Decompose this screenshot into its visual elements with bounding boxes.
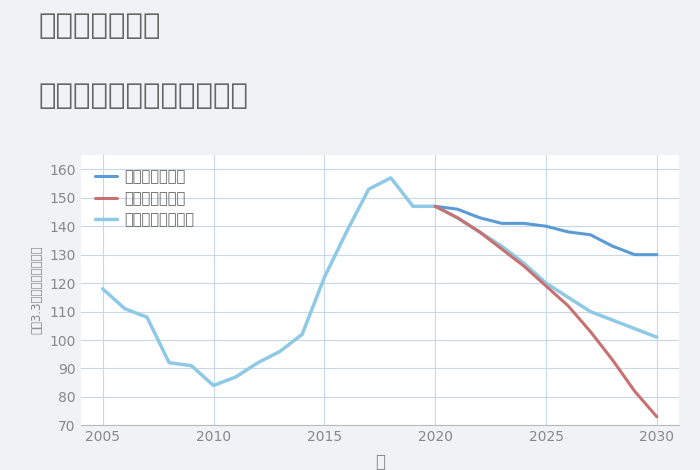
ノーマルシナリオ bbox=[409, 204, 417, 209]
ノーマルシナリオ bbox=[386, 175, 395, 180]
X-axis label: 年: 年 bbox=[374, 453, 385, 470]
バッドシナリオ bbox=[498, 246, 506, 252]
バッドシナリオ bbox=[564, 303, 573, 309]
ノーマルシナリオ bbox=[143, 314, 151, 320]
ノーマルシナリオ bbox=[232, 374, 240, 380]
Line: ノーマルシナリオ: ノーマルシナリオ bbox=[103, 178, 657, 385]
ノーマルシナリオ bbox=[276, 349, 284, 354]
ノーマルシナリオ bbox=[652, 334, 661, 340]
ノーマルシナリオ bbox=[431, 204, 440, 209]
グッドシナリオ bbox=[542, 223, 550, 229]
グッドシナリオ bbox=[475, 215, 484, 220]
グッドシナリオ bbox=[631, 252, 639, 258]
バッドシナリオ bbox=[475, 229, 484, 235]
ノーマルシナリオ bbox=[542, 280, 550, 286]
Text: 埼玉県八潮駅の: 埼玉県八潮駅の bbox=[38, 12, 161, 40]
ノーマルシナリオ bbox=[365, 187, 373, 192]
ノーマルシナリオ bbox=[631, 326, 639, 331]
ノーマルシナリオ bbox=[253, 360, 262, 366]
バッドシナリオ bbox=[652, 414, 661, 420]
Text: 中古マンションの価格推移: 中古マンションの価格推移 bbox=[38, 82, 248, 110]
ノーマルシナリオ bbox=[165, 360, 174, 366]
ノーマルシナリオ bbox=[99, 286, 107, 291]
ノーマルシナリオ bbox=[342, 229, 351, 235]
グッドシナリオ bbox=[652, 252, 661, 258]
グッドシナリオ bbox=[586, 232, 594, 237]
グッドシナリオ bbox=[498, 220, 506, 226]
ノーマルシナリオ bbox=[120, 306, 129, 312]
グッドシナリオ bbox=[564, 229, 573, 235]
バッドシナリオ bbox=[431, 204, 440, 209]
グッドシナリオ bbox=[453, 206, 461, 212]
バッドシナリオ bbox=[631, 388, 639, 394]
ノーマルシナリオ bbox=[298, 331, 307, 337]
ノーマルシナリオ bbox=[564, 295, 573, 300]
ノーマルシナリオ bbox=[475, 229, 484, 235]
ノーマルシナリオ bbox=[209, 383, 218, 388]
Line: グッドシナリオ: グッドシナリオ bbox=[435, 206, 657, 255]
グッドシナリオ bbox=[431, 204, 440, 209]
Y-axis label: 坪（3.3㎡）単価（万円）: 坪（3.3㎡）単価（万円） bbox=[31, 246, 43, 335]
グッドシナリオ bbox=[608, 243, 617, 249]
ノーマルシナリオ bbox=[320, 274, 328, 280]
バッドシナリオ bbox=[586, 329, 594, 334]
ノーマルシナリオ bbox=[498, 243, 506, 249]
Legend: グッドシナリオ, バッドシナリオ, ノーマルシナリオ: グッドシナリオ, バッドシナリオ, ノーマルシナリオ bbox=[91, 165, 199, 232]
ノーマルシナリオ bbox=[608, 317, 617, 323]
バッドシナリオ bbox=[519, 263, 528, 269]
ノーマルシナリオ bbox=[586, 309, 594, 314]
ノーマルシナリオ bbox=[453, 215, 461, 220]
バッドシナリオ bbox=[453, 215, 461, 220]
ノーマルシナリオ bbox=[187, 363, 195, 368]
ノーマルシナリオ bbox=[519, 260, 528, 266]
グッドシナリオ bbox=[519, 220, 528, 226]
バッドシナリオ bbox=[608, 357, 617, 363]
Line: バッドシナリオ: バッドシナリオ bbox=[435, 206, 657, 417]
バッドシナリオ bbox=[542, 283, 550, 289]
